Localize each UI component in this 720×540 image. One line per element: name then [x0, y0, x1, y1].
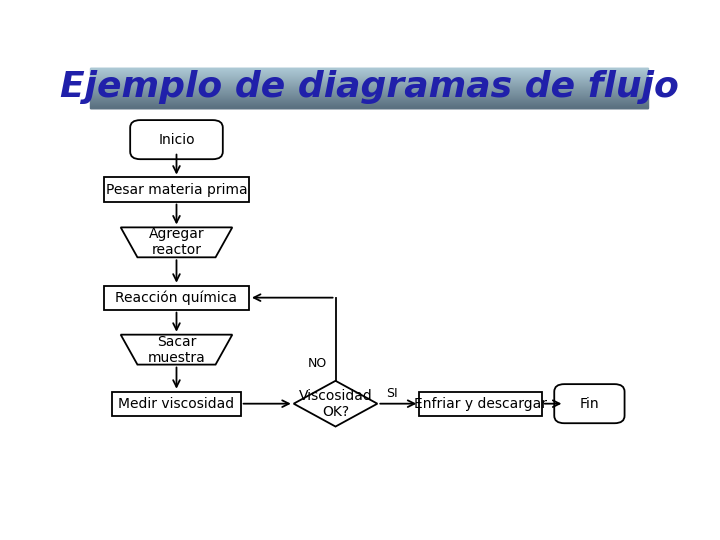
Text: NO: NO	[308, 357, 327, 370]
Text: Viscosidad
OK?: Viscosidad OK?	[299, 389, 372, 419]
Text: Fin: Fin	[580, 397, 599, 411]
Text: Pesar materia prima: Pesar materia prima	[106, 183, 247, 197]
Text: Medir viscosidad: Medir viscosidad	[118, 397, 235, 411]
Bar	[104, 178, 249, 201]
Text: Inicio: Inicio	[158, 133, 195, 147]
Text: Ejemplo de diagramas de flujo: Ejemplo de diagramas de flujo	[60, 70, 678, 104]
FancyBboxPatch shape	[130, 120, 222, 159]
Text: SI: SI	[386, 387, 397, 400]
Bar	[104, 286, 249, 310]
Text: Reacción química: Reacción química	[115, 291, 238, 305]
Text: Sacar
muestra: Sacar muestra	[148, 334, 205, 364]
FancyBboxPatch shape	[554, 384, 624, 423]
Bar	[419, 392, 542, 416]
Text: Agregar
reactor: Agregar reactor	[148, 227, 204, 258]
Polygon shape	[294, 381, 377, 427]
Polygon shape	[121, 227, 233, 258]
Text: Enfriar y descargar: Enfriar y descargar	[414, 397, 547, 411]
Bar	[112, 392, 240, 416]
Polygon shape	[121, 335, 233, 365]
